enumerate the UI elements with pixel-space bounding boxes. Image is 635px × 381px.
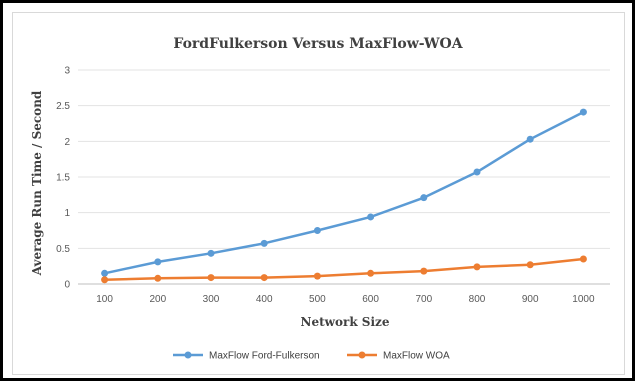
x-tick-label: 400 [256,294,273,305]
data-point [420,194,428,202]
data-point [101,276,109,284]
legend-label: MaxFlow WOA [383,351,450,362]
data-point [260,274,268,282]
data-point [154,258,162,266]
series-line-0 [104,110,584,275]
legend: MaxFlow Ford-Fulkerson MaxFlow WOA [173,351,450,362]
legend-marker [358,351,366,359]
series-group [101,108,587,284]
y-tick-label: 1.5 [56,173,70,184]
x-tick-label: 700 [415,294,432,305]
y-tick-label: 1 [64,208,70,219]
data-point [579,255,587,263]
data-point [473,263,481,271]
data-point [313,227,321,234]
gridlines [78,69,610,285]
data-point [101,269,109,277]
y-tick-label: 0.5 [56,244,70,255]
y-axis-label: Average Run Time / Second [30,90,44,276]
y-axis-ticks: 0 0.5 1 1.5 2 2.5 3 [56,66,70,291]
data-point [207,274,215,282]
chart-title: FordFulkerson Versus MaxFlow-WOA [173,36,463,52]
legend-marker [184,351,192,359]
data-point [526,261,534,269]
data-point [420,267,428,275]
x-tick-label: 900 [522,294,539,305]
x-tick-label: 100 [96,294,113,305]
x-axis-ticks: 100 200 300 400 500 600 700 800 900 1000 [96,294,595,305]
chart-area [12,12,625,375]
x-tick-label: 600 [362,294,379,305]
data-point [313,272,321,280]
y-tick-label: 3 [64,66,70,77]
data-point [473,168,481,176]
data-point [154,274,162,282]
data-point [367,213,375,221]
x-tick-label: 300 [203,294,220,305]
x-tick-label: 500 [309,294,326,305]
data-point [367,269,375,277]
data-point [579,108,587,116]
series-line-1 [104,257,584,281]
y-tick-label: 0 [64,280,70,291]
x-tick-label: 200 [149,294,166,305]
y-tick-label: 2.5 [56,101,70,112]
x-axis-label: Network Size [301,315,390,329]
data-point [526,135,534,143]
data-point [207,249,215,257]
x-tick-label: 800 [469,294,486,305]
data-point [260,239,268,247]
legend-label: MaxFlow Ford-Fulkerson [209,351,320,362]
x-tick-label: 1000 [572,294,595,305]
y-tick-label: 2 [64,137,70,148]
